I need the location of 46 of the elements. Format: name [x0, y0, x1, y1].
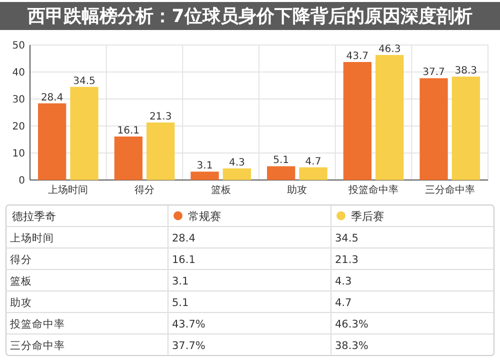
text: 43.7%	[172, 318, 206, 330]
data-label: 5.1	[273, 155, 290, 166]
y-tick-label: 30	[12, 94, 25, 106]
category-label: 投篮命中率	[10, 318, 65, 330]
text: 46.3%	[335, 318, 368, 330]
x-tick-label: 篮板	[210, 184, 231, 196]
data-label: 46.3	[378, 44, 401, 55]
category-label: 三分命中率	[10, 340, 65, 352]
text: 21.3	[335, 254, 358, 266]
x-tick-label: 得分	[134, 184, 154, 196]
text: 37.7%	[172, 340, 206, 352]
data-label: 4.7	[305, 156, 322, 168]
data-label: 21.3	[149, 111, 172, 122]
text: 3.1	[172, 276, 189, 288]
y-tick-label: 10	[12, 148, 25, 160]
data-label: 43.7	[346, 51, 369, 62]
data-label: 38.3	[454, 66, 478, 77]
x-tick-label: 上场时间	[48, 184, 88, 196]
y-tick-label: 20	[12, 122, 25, 132]
text: 4.7	[335, 297, 352, 309]
category-label: 上场时间	[10, 232, 54, 244]
legend-label: 常规赛	[188, 210, 221, 223]
x-tick-label: 三分命中率	[424, 184, 475, 196]
y-tick-label: 50	[12, 40, 25, 52]
y-tick-label: 40	[12, 68, 25, 78]
data-label: 16.1	[117, 126, 140, 137]
data-label: 37.7	[422, 67, 445, 78]
y-tick-label: 0	[18, 176, 25, 186]
category-label: 得分	[10, 254, 32, 266]
text: 38.3%	[335, 340, 368, 352]
data-label: 34.5	[73, 76, 96, 87]
text: 28.4	[172, 232, 196, 244]
text: 16.1	[172, 254, 196, 266]
data-label: 4.3	[228, 157, 245, 168]
text: 5.1	[172, 297, 189, 309]
x-tick-label: 投篮命中率	[348, 184, 398, 196]
text: 4.3	[335, 276, 352, 288]
text: 34.5	[335, 232, 358, 244]
data-label: 28.4	[40, 92, 64, 104]
chart-title: 西甲跌幅榜分析：7位球员身价下降背后的原因深度剖析	[26, 6, 472, 27]
category-label: 篮板	[10, 276, 32, 288]
legend-title: 德拉季奇	[12, 210, 56, 223]
legend-label: 季后赛	[351, 210, 384, 223]
x-tick-label: 助攻	[287, 184, 308, 196]
data-label: 3.1	[196, 160, 213, 172]
category-label: 助攻	[10, 297, 32, 309]
